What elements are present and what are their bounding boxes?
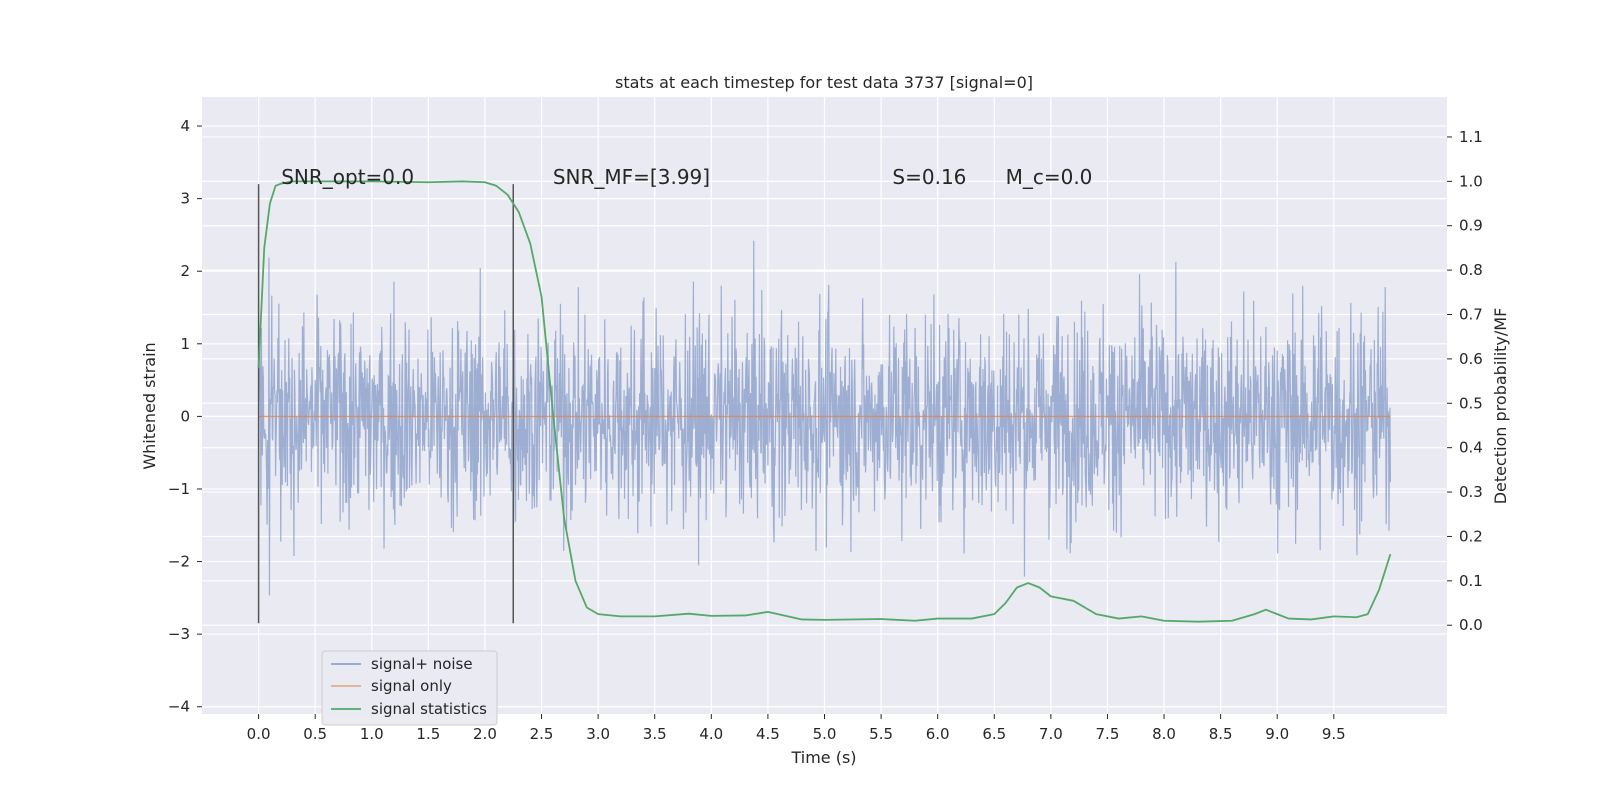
y-right-tick-label-9: 0.2 bbox=[1459, 527, 1483, 545]
y-tick-label-1: 3 bbox=[180, 190, 190, 208]
series-signal-statistics bbox=[257, 180, 1392, 623]
x-tick-label-5: 2.5 bbox=[530, 725, 554, 743]
y-right-tick-label-10: 0.1 bbox=[1459, 572, 1483, 590]
noise-line bbox=[257, 240, 1392, 596]
x-tick-label-12: 6.0 bbox=[926, 725, 950, 743]
y-right-axis-label: Detection probability/MF bbox=[1491, 308, 1510, 505]
legend-entry-noise: signal+ noise bbox=[371, 655, 473, 673]
x-tick-label-19: 9.5 bbox=[1322, 725, 1346, 743]
y-right-tick-label-5: 0.6 bbox=[1459, 350, 1483, 368]
y-tick-label-4: 0 bbox=[180, 407, 190, 425]
annotation-mc-text: M_c=0.0 bbox=[1006, 165, 1093, 189]
annotations: SNR_opt=0.0 SNR_MF=[3.99] S=0.16 M_c=0.0 bbox=[281, 165, 1092, 189]
x-tick-label-0: 0.0 bbox=[247, 725, 271, 743]
annotation-s: S=0.16 bbox=[892, 165, 966, 189]
x-tick-label-4: 2.0 bbox=[473, 725, 497, 743]
x-tick-label-16: 8.0 bbox=[1152, 725, 1176, 743]
legend-entry-stats: signal statistics bbox=[371, 700, 487, 718]
x-axis-ticks: 0.0 0.5 1.0 1.5 2.0 2.5 3.0 3.5 4.0 4.5 5.0 5.5 6.0 6… bbox=[247, 714, 1346, 743]
x-axis-label: Time (s) bbox=[790, 748, 856, 767]
y-right-axis-ticks: 1.1 1.0 0.9 0.8 0.7 0.6 0.5 0.4 0.3 0.2 0.1 0.0 bbox=[1447, 128, 1483, 634]
legend-box bbox=[321, 650, 498, 726]
x-tick-label-9: 4.5 bbox=[756, 725, 780, 743]
x-tick-label-2: 1.0 bbox=[360, 725, 384, 743]
y-axis-ticks: 4 3 2 1 0 −1 −2 −3 −4 bbox=[168, 117, 202, 716]
series-signal-plus-noise bbox=[257, 240, 1392, 596]
y-tick-label-8: −4 bbox=[168, 698, 190, 716]
y-tick-label-7: −3 bbox=[168, 625, 190, 643]
marker-lines bbox=[257, 184, 514, 624]
x-tick-label-1: 0.5 bbox=[303, 725, 327, 743]
x-tick-label-8: 4.0 bbox=[699, 725, 723, 743]
y-tick-label-0: 4 bbox=[180, 117, 190, 135]
y-axis-label: Whitened strain bbox=[140, 342, 159, 469]
x-tick-label-18: 9.0 bbox=[1265, 725, 1289, 743]
y-right-tick-label-2: 0.9 bbox=[1459, 217, 1483, 235]
y-right-tick-label-7: 0.4 bbox=[1459, 439, 1483, 457]
y-right-tick-label-6: 0.5 bbox=[1459, 394, 1483, 412]
x-tick-label-15: 7.5 bbox=[1096, 725, 1120, 743]
annotation-mc: M_c=0.0 bbox=[1006, 165, 1093, 189]
legend-entry-signal: signal only bbox=[371, 677, 452, 695]
annotation-snr-opt-text: SNR_opt=0.0 bbox=[281, 165, 414, 189]
y-tick-label-6: −2 bbox=[168, 553, 190, 571]
annotation-s-text: S=0.16 bbox=[892, 165, 966, 189]
annotation-snr-mf-text: SNR_MF=[3.99] bbox=[553, 165, 710, 189]
annotation-snr-opt: SNR_opt=0.0 bbox=[281, 165, 414, 189]
y-tick-label-2: 2 bbox=[180, 262, 190, 280]
y-right-tick-label-8: 0.3 bbox=[1459, 483, 1483, 501]
y-tick-label-3: 1 bbox=[180, 335, 190, 353]
x-tick-label-14: 7.0 bbox=[1039, 725, 1063, 743]
x-tick-label-13: 6.5 bbox=[982, 725, 1006, 743]
y-right-tick-label-0: 1.1 bbox=[1459, 128, 1483, 146]
x-tick-label-17: 8.5 bbox=[1209, 725, 1233, 743]
legend: signal+ noise signal only signal statist… bbox=[321, 650, 498, 726]
y-right-tick-label-4: 0.7 bbox=[1459, 306, 1483, 324]
x-tick-label-10: 5.0 bbox=[813, 725, 837, 743]
x-tick-label-3: 1.5 bbox=[416, 725, 440, 743]
y-tick-label-5: −1 bbox=[168, 480, 190, 498]
y-right-tick-label-11: 0.0 bbox=[1459, 616, 1483, 634]
y-right-tick-label-3: 0.8 bbox=[1459, 261, 1483, 279]
statistics-line bbox=[257, 180, 1392, 623]
y-right-tick-label-1: 1.0 bbox=[1459, 172, 1483, 190]
x-tick-label-6: 3.0 bbox=[586, 725, 610, 743]
x-tick-label-11: 5.5 bbox=[869, 725, 893, 743]
x-tick-label-7: 3.5 bbox=[643, 725, 667, 743]
chart-title: stats at each timestep for test data 373… bbox=[615, 73, 1033, 92]
annotation-snr-mf: SNR_MF=[3.99] bbox=[553, 165, 710, 189]
